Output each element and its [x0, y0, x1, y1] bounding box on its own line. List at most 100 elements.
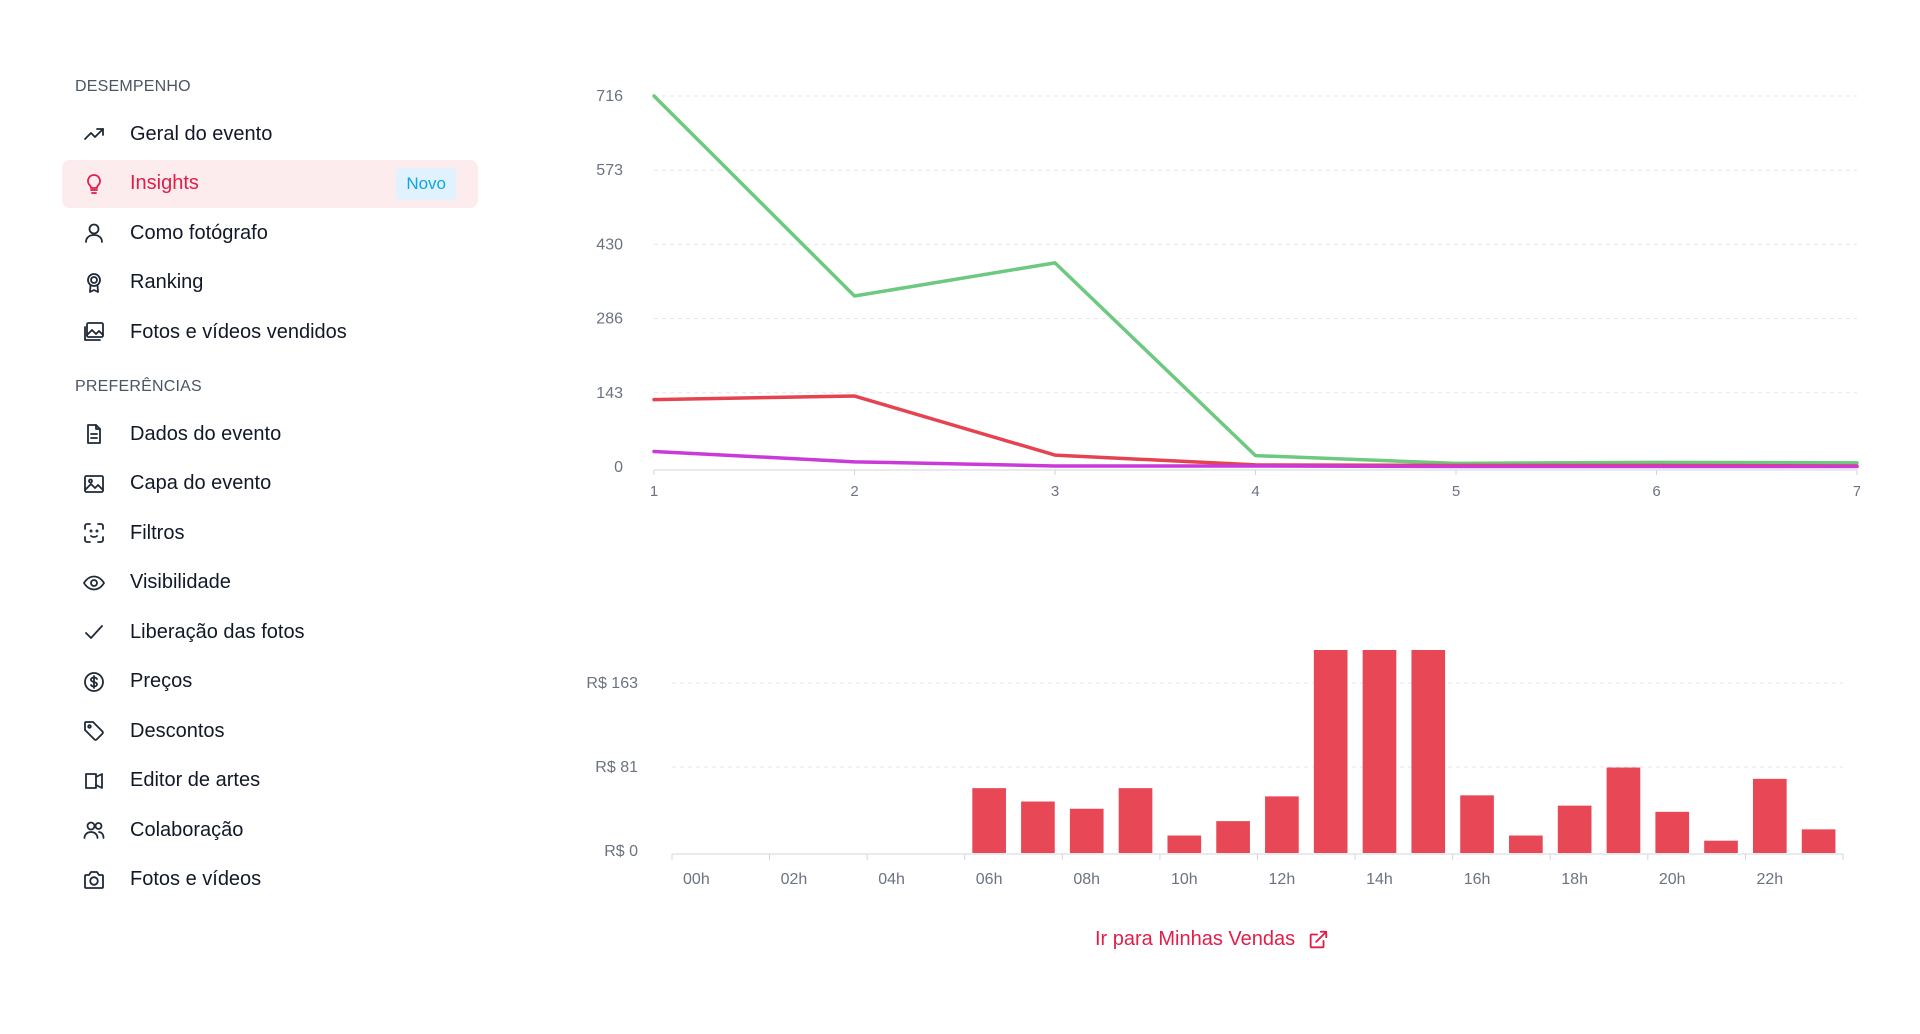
minhas-vendas-link[interactable]: Ir para Minhas Vendas — [1095, 928, 1329, 951]
x-tick-label: 06h — [976, 871, 1003, 888]
y-tick-label: 143 — [596, 385, 623, 402]
bar-chart: R$ 163 R$ 81 R$ 0 00h 02h 04h 06h 08h 10h 12h 14h 1… — [586, 650, 1844, 888]
x-tick-label: 2 — [850, 483, 858, 500]
sidebar-item-label: Capa do evento — [130, 472, 272, 494]
y-tick-label: 0 — [614, 459, 623, 476]
sidebar-item-capa-do-evento[interactable]: Capa do evento — [62, 460, 478, 508]
dollar-circle-icon — [82, 670, 106, 694]
sidebar-item-visibilidade[interactable]: Visibilidade — [62, 559, 478, 607]
brush-icon — [82, 769, 106, 793]
bar-23h[interactable] — [1801, 829, 1836, 853]
sidebar-item-label: Ranking — [130, 271, 204, 293]
x-tick-label: 20h — [1659, 871, 1686, 888]
sidebar-item-descontos[interactable]: Descontos — [62, 707, 478, 755]
users-icon — [82, 818, 106, 842]
sidebar-item-label: Descontos — [130, 719, 225, 742]
tag-icon — [82, 719, 106, 743]
y-tick-label: R$ 0 — [604, 843, 638, 860]
y-tick-label: 716 — [596, 88, 623, 105]
user-icon — [82, 221, 106, 245]
sidebar-item-geral-do-evento[interactable]: Geral do evento — [62, 110, 478, 158]
sidebar-item-label: Geral do evento — [130, 122, 273, 145]
sidebar-item-colaboracao[interactable]: Colaboração — [62, 806, 478, 854]
bar-20h[interactable] — [1655, 811, 1690, 853]
camera-icon — [82, 868, 106, 892]
bar-13h[interactable] — [1313, 650, 1348, 853]
line-chart: 716 573 430 286 143 0 1 2 3 4 5 6 7 — [596, 88, 1860, 500]
sidebar-item-label: Fotos e vídeos — [130, 868, 262, 890]
sidebar-item-fotos-videos-vendidos[interactable]: Fotos e vídeos vendidos — [62, 308, 478, 356]
x-tick-label: 16h — [1464, 871, 1491, 888]
sidebar-item-editor-de-artes[interactable]: Editor de artes — [62, 757, 478, 805]
bar-21h[interactable] — [1704, 840, 1738, 853]
x-tick-label: 02h — [781, 871, 808, 888]
sidebar-item-ranking[interactable]: Ranking — [62, 259, 478, 307]
sidebar-item-dados-do-evento[interactable]: Dados do evento — [62, 410, 478, 458]
x-tick-label: 22h — [1756, 871, 1783, 888]
x-tick-label: 4 — [1251, 483, 1259, 500]
image-icon — [82, 472, 106, 496]
x-tick-label: 18h — [1561, 871, 1588, 888]
sidebar-item-label: Visibilidade — [130, 571, 231, 593]
y-tick-label: R$ 81 — [595, 759, 638, 776]
sidebar-item-label: Liberação das fotos — [130, 620, 305, 643]
eye-icon — [82, 571, 106, 595]
sidebar-item-label: Filtros — [130, 521, 185, 544]
sidebar-item-precos[interactable]: Preços — [62, 658, 478, 706]
y-tick-label: 573 — [596, 162, 623, 179]
x-tick-label: 14h — [1366, 871, 1393, 888]
images-icon — [82, 320, 106, 344]
sidebar-item-label: Como fotógrafo — [130, 221, 268, 244]
bar-08h[interactable] — [1069, 808, 1104, 853]
x-tick-label: 3 — [1051, 483, 1059, 500]
series-line-0 — [652, 94, 1859, 466]
x-tick-label: 10h — [1171, 871, 1198, 888]
bar-10h[interactable] — [1167, 835, 1202, 853]
new-badge: Novo — [396, 167, 456, 200]
x-tick-label: 7 — [1853, 483, 1860, 500]
sidebar-item-label: Insights — [130, 172, 199, 194]
lightbulb-icon — [82, 172, 106, 196]
sidebar-item-label: Fotos e vídeos vendidos — [130, 320, 347, 343]
sidebar-item-label: Dados do evento — [130, 422, 282, 445]
y-tick-label: R$ 163 — [586, 675, 638, 692]
bar-18h[interactable] — [1557, 805, 1592, 853]
x-tick-label: 1 — [650, 483, 658, 500]
sidebar-item-insights[interactable]: Insights Novo — [62, 159, 478, 208]
sidebar: DESEMPENHO Geral do evento Insights Novo… — [62, 70, 478, 905]
external-link-icon — [1307, 929, 1329, 951]
sidebar-item-fotos-e-videos[interactable]: Fotos e vídeos — [62, 856, 478, 904]
sidebar-item-filtros[interactable]: Filtros — [62, 509, 478, 557]
bar-16h[interactable] — [1460, 795, 1494, 853]
x-tick-label: 00h — [683, 871, 710, 888]
x-tick-label: 6 — [1652, 483, 1660, 500]
section-title-desempenho: DESEMPENHO — [75, 78, 191, 95]
file-text-icon — [82, 422, 106, 446]
bar-15h[interactable] — [1411, 650, 1446, 853]
bar-19h[interactable] — [1606, 767, 1641, 853]
x-tick-label: 04h — [878, 871, 905, 888]
sidebar-item-label: Colaboração — [130, 818, 244, 841]
sidebar-item-liberacao-das-fotos[interactable]: Liberação das fotos — [62, 608, 478, 656]
bar-14h[interactable] — [1362, 650, 1397, 853]
sidebar-item-como-fotografo[interactable]: Como fotógrafo — [62, 209, 478, 257]
y-tick-label: 286 — [596, 311, 623, 328]
trending-up-icon — [82, 122, 106, 146]
bar-06h[interactable] — [972, 788, 1006, 853]
x-tick-label: 08h — [1073, 871, 1100, 888]
award-icon — [82, 271, 106, 295]
minhas-vendas-link-label: Ir para Minhas Vendas — [1095, 928, 1296, 950]
sidebar-item-label: Preços — [130, 670, 193, 692]
check-icon — [82, 620, 106, 644]
section-title-preferencias: PREFERÊNCIAS — [75, 378, 202, 395]
bar-07h[interactable] — [1021, 801, 1055, 853]
sidebar-item-label: Editor de artes — [130, 769, 261, 791]
bar-09h[interactable] — [1118, 788, 1153, 853]
bar-11h[interactable] — [1216, 821, 1250, 853]
bar-17h[interactable] — [1509, 835, 1543, 853]
y-tick-label: 430 — [596, 236, 623, 253]
bar-22h[interactable] — [1752, 778, 1787, 853]
series-line-2 — [652, 449, 1859, 469]
bar-12h[interactable] — [1265, 796, 1299, 853]
